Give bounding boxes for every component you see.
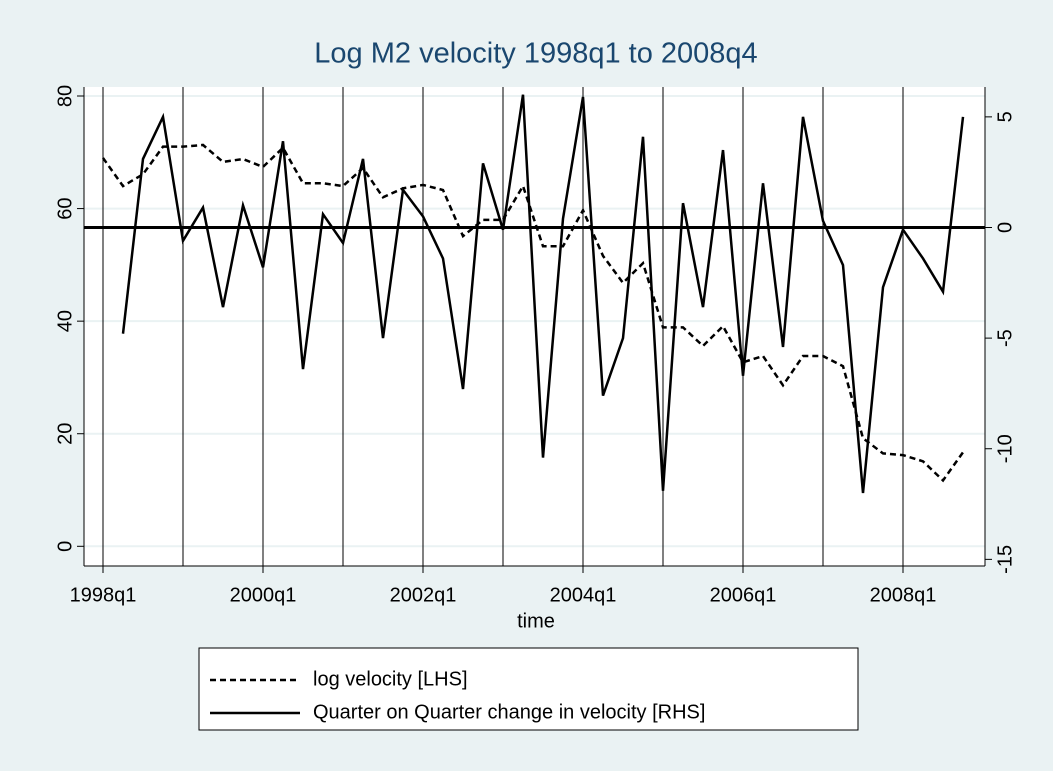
chart-title: Log M2 velocity 1998q1 to 2008q4 — [314, 38, 757, 70]
y-tick-label: 40 — [54, 310, 76, 332]
y2-tick-label: 5 — [994, 111, 1016, 122]
legend-label: log velocity [LHS] — [313, 668, 468, 690]
y2-tick-label: 0 — [994, 222, 1016, 233]
y-tick-label: 20 — [54, 423, 76, 445]
x-tick-label: 2000q1 — [230, 584, 297, 606]
x-tick-label: 1998q1 — [70, 584, 137, 606]
series-line — [121, 94, 965, 494]
y-tick-label: 60 — [54, 197, 76, 219]
y-tick-label: 0 — [54, 541, 76, 552]
x-axis-label: time — [517, 610, 555, 632]
y2-tick-label: -15 — [994, 545, 1016, 574]
legend — [198, 647, 859, 731]
y-tick-label: 80 — [54, 85, 76, 107]
x-tick-label: 2006q1 — [710, 584, 777, 606]
plot-area — [84, 87, 985, 566]
x-tick-label: 2008q1 — [870, 584, 937, 606]
y2-tick-label: -5 — [994, 329, 1016, 347]
x-tick-label: 2002q1 — [390, 584, 457, 606]
x-tick-label: 2004q1 — [550, 584, 617, 606]
y2-tick-label: -10 — [994, 434, 1016, 463]
legend-label: Quarter on Quarter change in velocity [R… — [313, 701, 705, 723]
series-line — [101, 143, 965, 483]
